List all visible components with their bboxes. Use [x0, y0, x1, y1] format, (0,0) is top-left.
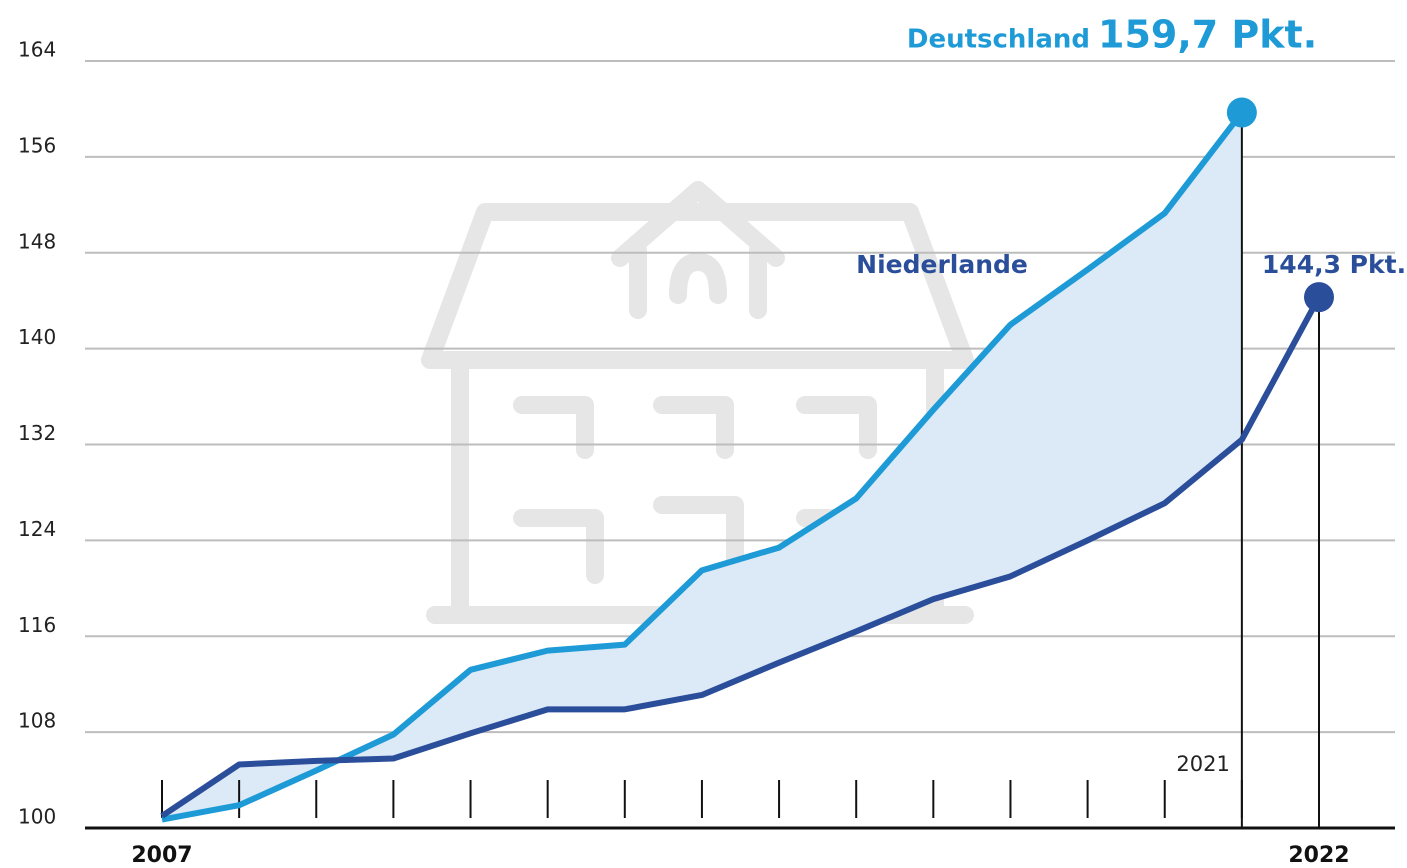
series-label: Deutschland — [907, 25, 1090, 55]
y-tick-label: 108 — [18, 709, 56, 733]
y-tick-label: 116 — [18, 613, 56, 637]
x-tick-label: 2022 — [1288, 843, 1349, 868]
x-tick-label: 2007 — [131, 843, 192, 868]
y-tick-label: 164 — [18, 38, 56, 62]
y-tick-label: 156 — [18, 133, 56, 157]
end-point — [1226, 97, 1257, 128]
value-label: 159,7 Pkt. — [1098, 13, 1317, 57]
value-label: 144,3 Pkt. — [1262, 250, 1406, 279]
y-tick-label: 140 — [18, 325, 56, 349]
series-line — [160, 295, 1322, 819]
y-tick-label: 148 — [18, 229, 56, 253]
end-point — [1304, 282, 1334, 313]
y-tick-label: 100 — [18, 805, 56, 829]
y-tick-label: 132 — [18, 421, 56, 445]
x-tick-label: 2021 — [1176, 752, 1229, 776]
series-label: Niederlande — [856, 250, 1028, 279]
y-tick-label: 124 — [18, 517, 56, 541]
area-between — [162, 112, 1242, 820]
